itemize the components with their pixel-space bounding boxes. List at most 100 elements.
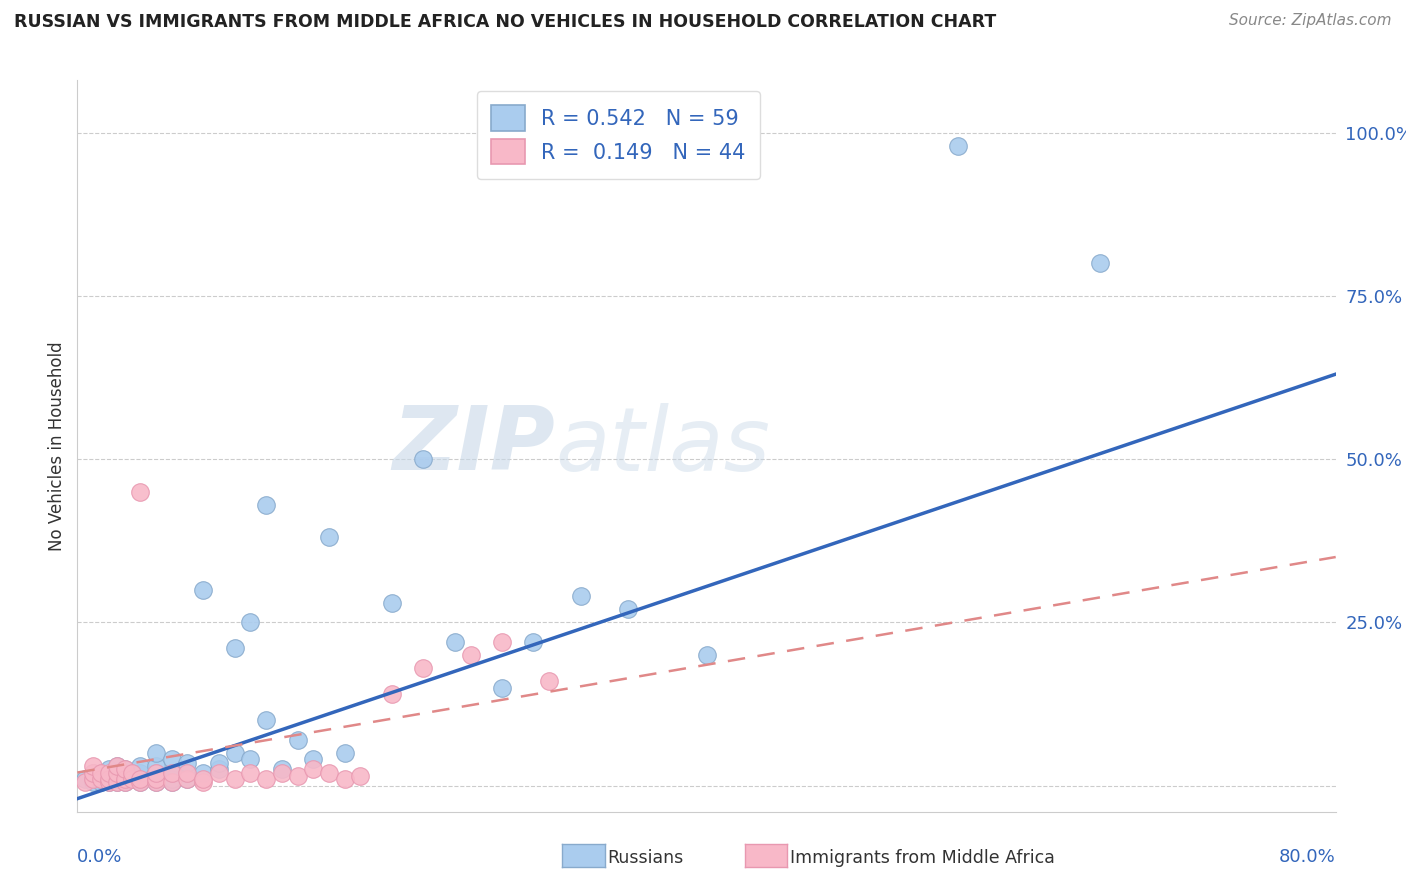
- Point: [75, 775, 97, 789]
- Point: [412, 452, 434, 467]
- Point: [254, 498, 277, 512]
- Text: 80.0%: 80.0%: [1279, 847, 1336, 865]
- Point: [121, 765, 143, 780]
- Point: [129, 775, 152, 789]
- Point: [160, 765, 183, 780]
- Point: [114, 772, 136, 786]
- Point: [270, 765, 292, 780]
- Point: [160, 765, 183, 780]
- Point: [224, 641, 246, 656]
- Point: [129, 772, 152, 786]
- Point: [191, 582, 215, 597]
- Point: [121, 772, 143, 786]
- Point: [145, 772, 167, 786]
- Point: [176, 772, 198, 786]
- Point: [114, 775, 136, 789]
- Point: [129, 759, 152, 773]
- Text: 0.0%: 0.0%: [77, 847, 122, 865]
- Point: [114, 762, 136, 776]
- Point: [176, 765, 198, 780]
- Point: [82, 772, 104, 786]
- Point: [381, 687, 404, 701]
- Point: [145, 772, 167, 786]
- Point: [444, 635, 467, 649]
- Point: [224, 772, 246, 786]
- Point: [318, 530, 340, 544]
- Point: [191, 765, 215, 780]
- Point: [160, 752, 183, 766]
- Point: [287, 732, 309, 747]
- Point: [491, 681, 513, 695]
- Point: [522, 635, 544, 649]
- Point: [239, 765, 262, 780]
- Point: [97, 775, 120, 789]
- Point: [302, 752, 325, 766]
- Point: [333, 772, 356, 786]
- Point: [239, 615, 262, 630]
- Point: [105, 759, 128, 773]
- Point: [208, 762, 231, 776]
- Text: Russians: Russians: [607, 849, 683, 867]
- Point: [160, 775, 183, 789]
- Point: [254, 714, 277, 728]
- Point: [191, 772, 215, 786]
- Point: [97, 775, 120, 789]
- Point: [254, 772, 277, 786]
- Text: RUSSIAN VS IMMIGRANTS FROM MIDDLE AFRICA NO VEHICLES IN HOUSEHOLD CORRELATION CH: RUSSIAN VS IMMIGRANTS FROM MIDDLE AFRICA…: [14, 13, 997, 31]
- Text: Source: ZipAtlas.com: Source: ZipAtlas.com: [1229, 13, 1392, 29]
- Point: [129, 772, 152, 786]
- Point: [90, 772, 112, 786]
- Point: [90, 772, 112, 786]
- Point: [82, 765, 104, 780]
- Point: [82, 759, 104, 773]
- Point: [538, 674, 561, 689]
- Text: ZIP: ZIP: [392, 402, 555, 490]
- Point: [114, 772, 136, 786]
- Point: [97, 765, 120, 780]
- Point: [318, 765, 340, 780]
- Point: [569, 589, 592, 603]
- Point: [75, 772, 97, 786]
- Point: [208, 765, 231, 780]
- Point: [381, 596, 404, 610]
- Point: [145, 759, 167, 773]
- Point: [90, 765, 112, 780]
- Point: [145, 765, 167, 780]
- Point: [191, 775, 215, 789]
- Point: [82, 775, 104, 789]
- Point: [121, 765, 143, 780]
- Point: [333, 746, 356, 760]
- Point: [97, 772, 120, 786]
- Point: [114, 762, 136, 776]
- Point: [302, 762, 325, 776]
- Point: [349, 769, 371, 783]
- Point: [105, 765, 128, 780]
- Text: atlas: atlas: [555, 403, 770, 489]
- Point: [160, 775, 183, 789]
- Point: [105, 775, 128, 789]
- Point: [270, 762, 292, 776]
- Point: [129, 775, 152, 789]
- Point: [90, 775, 112, 789]
- Point: [114, 769, 136, 783]
- Point: [97, 762, 120, 776]
- Point: [287, 769, 309, 783]
- Point: [145, 775, 167, 789]
- Point: [696, 648, 718, 662]
- Point: [160, 772, 183, 786]
- Point: [491, 635, 513, 649]
- Point: [617, 602, 640, 616]
- Point: [97, 772, 120, 786]
- Point: [145, 775, 167, 789]
- Point: [90, 765, 112, 780]
- Point: [145, 746, 167, 760]
- Point: [105, 759, 128, 773]
- Point: [129, 484, 152, 499]
- Point: [176, 756, 198, 770]
- Point: [176, 772, 198, 786]
- Point: [412, 661, 434, 675]
- Point: [114, 775, 136, 789]
- Point: [121, 772, 143, 786]
- Point: [208, 756, 231, 770]
- Point: [176, 765, 198, 780]
